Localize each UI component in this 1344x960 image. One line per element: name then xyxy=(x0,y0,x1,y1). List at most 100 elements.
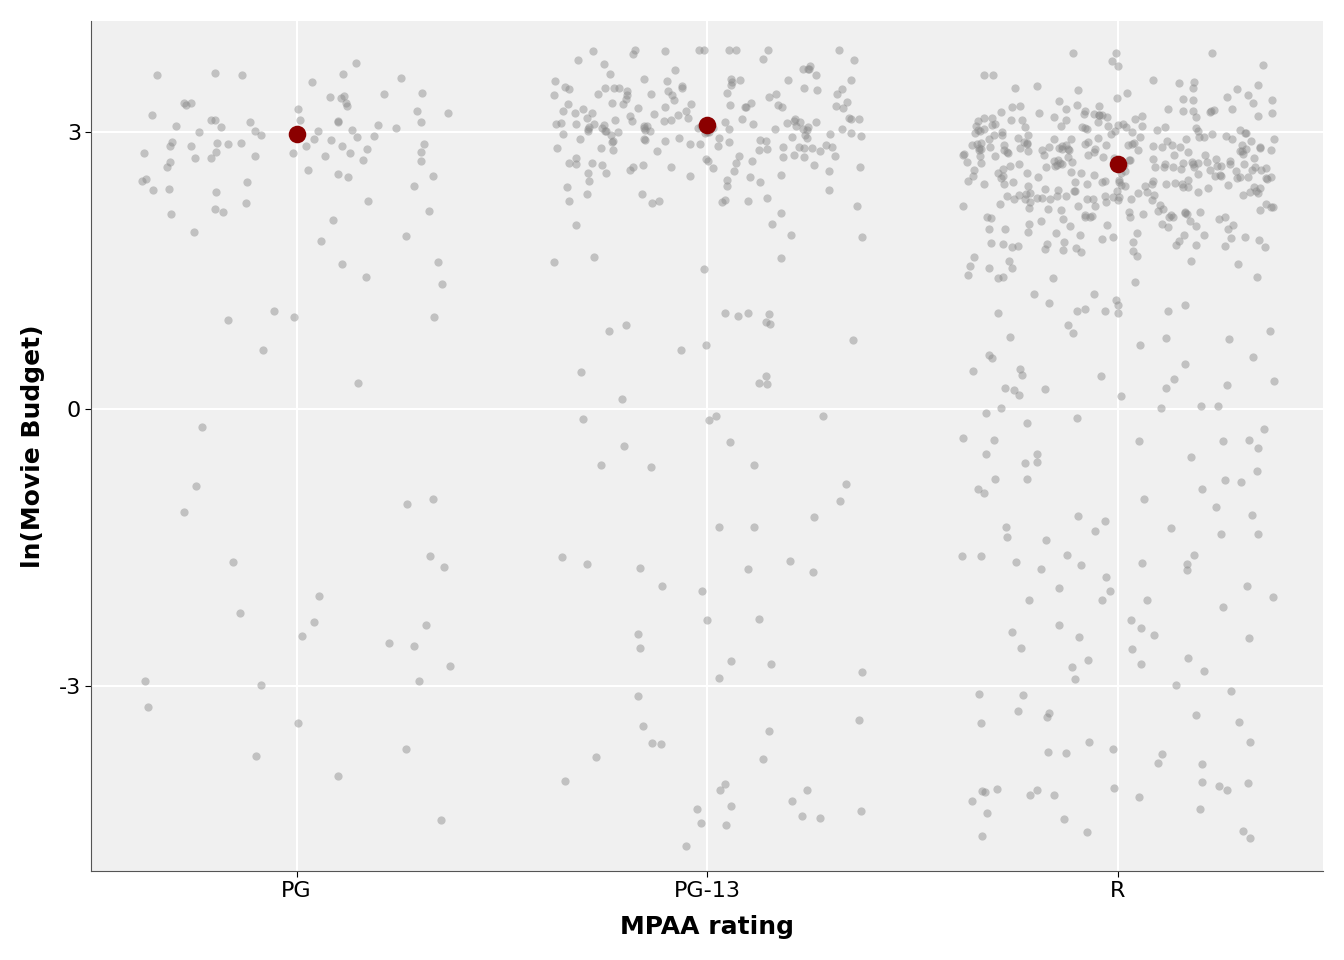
Point xyxy=(968,686,989,702)
Point xyxy=(1064,175,1086,190)
Point xyxy=(1181,155,1203,170)
Point xyxy=(1012,368,1034,383)
Point xyxy=(996,188,1017,204)
Point xyxy=(411,85,433,101)
Point xyxy=(206,135,227,151)
Point xyxy=(1222,217,1243,232)
Point xyxy=(1004,81,1025,96)
Point xyxy=(1220,102,1242,117)
Point xyxy=(796,130,817,145)
Point xyxy=(737,193,758,208)
Point xyxy=(544,74,566,89)
Point xyxy=(1211,158,1232,174)
Point xyxy=(966,122,988,137)
Point xyxy=(304,614,325,630)
Point xyxy=(1130,657,1152,672)
Point xyxy=(978,131,1000,146)
Point xyxy=(633,71,655,86)
Point xyxy=(1050,203,1071,218)
Point xyxy=(352,152,374,167)
Point xyxy=(840,72,862,87)
Point xyxy=(1016,136,1038,152)
Point xyxy=(1077,191,1098,206)
Point xyxy=(1185,708,1207,723)
Point xyxy=(1216,377,1238,393)
Point xyxy=(714,305,735,321)
Point xyxy=(1083,523,1105,539)
Point xyxy=(1196,154,1218,169)
Point xyxy=(1090,369,1111,384)
Point xyxy=(1255,171,1277,186)
Point xyxy=(204,65,226,81)
Point xyxy=(840,125,862,140)
Point xyxy=(1227,81,1249,96)
Point xyxy=(753,52,774,67)
Point xyxy=(1087,114,1109,130)
Point xyxy=(1027,78,1048,93)
Point xyxy=(410,114,431,130)
Point xyxy=(1073,107,1094,122)
Point xyxy=(1176,206,1198,222)
Point xyxy=(1262,106,1284,121)
Point xyxy=(804,509,825,524)
Point xyxy=(1206,499,1227,515)
Point xyxy=(1216,89,1238,105)
Point xyxy=(250,128,271,143)
Point xyxy=(1074,136,1095,152)
Point xyxy=(660,159,681,175)
Point xyxy=(672,80,694,95)
Point xyxy=(1187,156,1208,171)
Point xyxy=(695,151,716,166)
Point xyxy=(308,588,329,604)
Point xyxy=(1064,183,1086,199)
Point xyxy=(1034,148,1055,163)
Point xyxy=(641,735,663,751)
Point xyxy=(757,190,778,205)
Point xyxy=(1013,455,1035,470)
Point xyxy=(1142,138,1164,154)
Point xyxy=(1177,179,1199,194)
Point xyxy=(715,777,737,792)
Point xyxy=(1172,91,1193,107)
X-axis label: MPAA rating: MPAA rating xyxy=(621,915,794,939)
Point xyxy=(410,153,431,168)
Point xyxy=(1074,207,1095,223)
Point xyxy=(384,120,406,135)
Point xyxy=(1066,411,1087,426)
Point xyxy=(699,125,720,140)
Point xyxy=(996,144,1017,159)
Point xyxy=(969,142,991,157)
Point xyxy=(620,108,641,124)
Point xyxy=(1159,209,1180,225)
Point xyxy=(1025,446,1047,462)
Point xyxy=(794,128,816,143)
Point xyxy=(183,225,204,240)
Point xyxy=(992,169,1013,184)
Point xyxy=(617,87,638,103)
Point xyxy=(1078,147,1099,162)
Point xyxy=(1262,589,1284,605)
Point xyxy=(422,491,444,506)
Point xyxy=(1238,170,1259,185)
Point xyxy=(246,748,267,763)
Point xyxy=(1017,224,1039,239)
Point xyxy=(968,481,989,496)
Point xyxy=(1107,156,1129,172)
Point xyxy=(1043,109,1064,125)
Point xyxy=(438,106,460,121)
Point xyxy=(1183,81,1204,96)
Point xyxy=(1246,269,1267,284)
Point xyxy=(1055,137,1077,153)
Point xyxy=(1193,228,1215,243)
Point xyxy=(200,112,222,128)
Point xyxy=(321,212,343,228)
Point xyxy=(714,114,735,130)
Point xyxy=(1142,187,1164,203)
Point xyxy=(771,139,793,155)
Point xyxy=(1168,233,1189,249)
Point xyxy=(577,165,598,180)
Point xyxy=(999,329,1020,345)
Point xyxy=(1000,158,1021,174)
Point xyxy=(1250,162,1271,178)
Point xyxy=(1078,734,1099,750)
